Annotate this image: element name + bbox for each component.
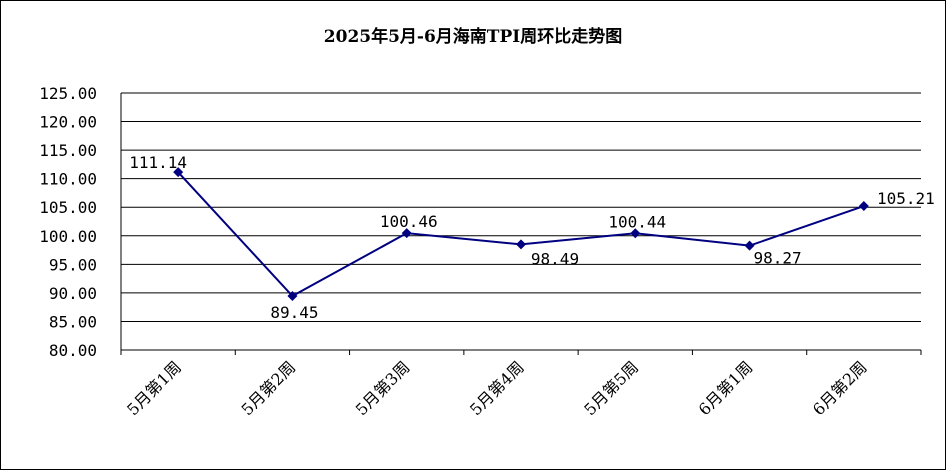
x-tick-label: 5月第3周 [352, 357, 414, 419]
y-tick-label: 100.00 [39, 227, 97, 246]
data-point [630, 228, 641, 239]
data-label: 105.21 [877, 189, 935, 208]
y-tick-label: 120.00 [39, 113, 97, 132]
data-point [858, 201, 869, 212]
data-label: 98.49 [531, 249, 579, 268]
y-tick-label: 90.00 [49, 284, 97, 303]
data-point [287, 291, 298, 302]
series-line [177, 171, 865, 298]
data-label: 98.27 [753, 249, 801, 268]
axes [120, 93, 922, 355]
data-label: 111.14 [129, 153, 187, 172]
y-tick-label: 80.00 [49, 341, 97, 360]
data-label: 100.44 [608, 212, 666, 231]
x-tick-label: 5月第5周 [580, 357, 642, 419]
data-label: 100.46 [380, 212, 438, 231]
y-tick-label: 125.00 [39, 84, 97, 103]
y-tick-label: 85.00 [49, 312, 97, 331]
data-label: 89.45 [270, 303, 318, 322]
y-tick-label: 105.00 [39, 198, 97, 217]
x-tick-label: 5月第2周 [237, 357, 299, 419]
x-tick-label: 5月第1周 [123, 357, 185, 419]
data-point [173, 167, 184, 178]
data-point [516, 239, 526, 250]
y-tick-label: 110.00 [39, 170, 97, 189]
x-tick-label: 5月第4周 [466, 357, 528, 419]
x-tick-label: 6月第2周 [809, 357, 871, 419]
grid-lines [121, 92, 921, 322]
data-point [744, 240, 755, 251]
y-tick-labels: 80.00 85.00 90.00 95.00 100.00 105.00 110.00 11… [39, 84, 97, 360]
series [173, 167, 869, 302]
x-tick-label: 6月第1周 [695, 357, 757, 419]
y-tick-label: 115.00 [39, 141, 97, 160]
y-tick-label: 95.00 [49, 255, 97, 274]
data-point [401, 228, 412, 239]
chart-title: 2025年5月-6月海南TPI周环比走势图 [323, 27, 623, 47]
data-labels: 111.14 89.45 100.46 98.49 100.44 98.27 105.21 [129, 153, 935, 322]
x-tick-labels: 5月第1周 5月第2周 5月第3周 5月第4周 5月第5周 6月第1周 6月第2周 [123, 357, 870, 419]
